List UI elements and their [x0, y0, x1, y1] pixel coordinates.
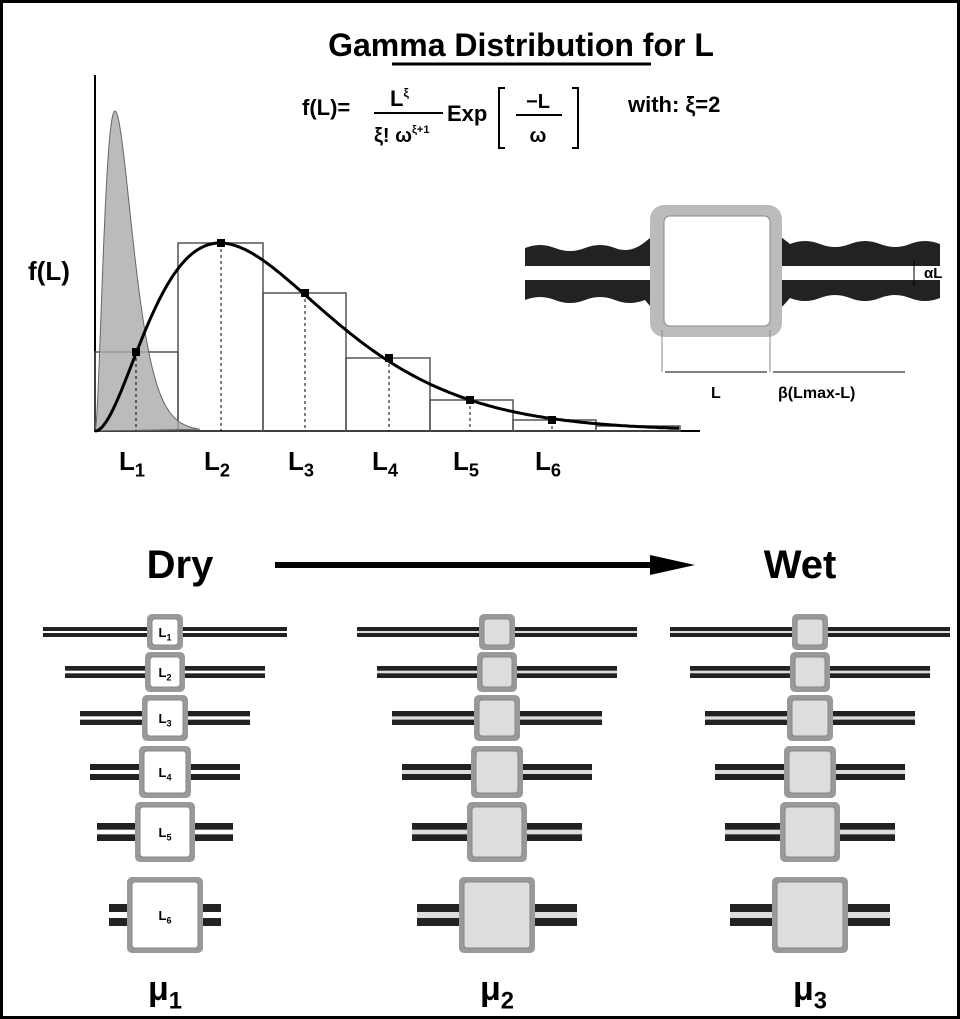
- column-label-base: μ: [480, 970, 501, 1008]
- formula-exp-den: ω: [530, 125, 547, 147]
- width-label: αL: [924, 265, 942, 282]
- pore-label-sub: 5: [166, 832, 171, 842]
- throat-label: β(Lmax-L): [778, 385, 855, 402]
- pore-body: [776, 881, 844, 949]
- curve-point: [548, 416, 556, 424]
- length-label: L: [711, 385, 721, 402]
- column-label-base: μ: [148, 970, 169, 1008]
- pore-body: [796, 618, 824, 646]
- pore-label: L5: [158, 825, 171, 842]
- x-label-base: L: [453, 446, 469, 476]
- x-label-base: L: [119, 446, 135, 476]
- x-label-base: L: [204, 446, 220, 476]
- column-label-sub: 1: [169, 988, 182, 1015]
- pore-body: [794, 656, 826, 688]
- x-label: L3: [288, 446, 314, 481]
- formula-exp: Exp: [447, 101, 487, 126]
- dry-label: Dry: [147, 543, 214, 587]
- brackets: [498, 87, 579, 149]
- x-label-sub: 1: [135, 461, 145, 481]
- column-label-sub: 3: [814, 988, 827, 1015]
- wet-label: Wet: [764, 543, 837, 587]
- x-label-sub: 4: [388, 461, 399, 481]
- pore-body: [149, 656, 181, 688]
- formula-lhs: f(L)=: [302, 95, 350, 120]
- pore-label-base: L: [158, 765, 166, 780]
- pore-body: [481, 656, 513, 688]
- column-label-sub: 2: [501, 988, 514, 1015]
- pore-label: L3: [158, 711, 171, 728]
- column-label: μ1: [148, 970, 182, 1015]
- pore-body: [471, 806, 523, 858]
- distribution-plot: f(L) L1 L2 L3 L4 L5 L6: [28, 75, 700, 481]
- pore-body: [784, 806, 836, 858]
- pore-body: [478, 699, 516, 737]
- x-label: L1: [119, 446, 145, 481]
- pore-label: L6: [158, 908, 171, 925]
- pore-label: L1: [158, 625, 171, 642]
- curve-point: [217, 239, 225, 247]
- x-label-base: L: [372, 446, 388, 476]
- arrow-head: [650, 555, 695, 575]
- pore-label-sub: 6: [166, 915, 171, 925]
- formula-exp-num: −L: [526, 91, 550, 113]
- pore-label-sub: 3: [166, 718, 171, 728]
- x-label: L5: [453, 446, 479, 481]
- pore-body: [151, 618, 179, 646]
- pore-body: [475, 750, 519, 794]
- formula-denominator: ξ! ωξ+1: [374, 124, 429, 147]
- pore-body: [139, 806, 191, 858]
- pore-label-sub: 2: [166, 672, 171, 682]
- formula-numerator: Lξ: [390, 86, 409, 111]
- curve-point: [301, 289, 309, 297]
- pore-body: [463, 881, 531, 949]
- x-label: L2: [204, 446, 230, 481]
- curve-point: [385, 354, 393, 362]
- column-label: μ3: [793, 970, 827, 1015]
- formula-num-sup: ξ: [403, 86, 409, 100]
- pore-body: [788, 750, 832, 794]
- formula-num-base: L: [390, 86, 403, 111]
- column-label-base: μ: [793, 970, 814, 1008]
- formula-den-base: ξ! ω: [374, 125, 412, 147]
- x-label-sub: 6: [551, 461, 561, 481]
- narrow-distribution: [94, 110, 201, 432]
- curve-point: [466, 396, 474, 404]
- pore-diagram: αL L β(Lmax-L): [525, 205, 942, 402]
- pore-body: [143, 750, 187, 794]
- pore-label-base: L: [158, 825, 166, 840]
- pore-label: L4: [158, 765, 172, 782]
- column-label: μ2: [480, 970, 514, 1015]
- pore-body: [146, 699, 184, 737]
- pore-label-sub: 4: [166, 772, 172, 782]
- x-label-sub: 5: [469, 461, 479, 481]
- pore-label-base: L: [158, 711, 166, 726]
- y-label: f(L): [28, 256, 70, 286]
- pore-body: [663, 215, 771, 327]
- x-label-sub: 2: [220, 461, 230, 481]
- title: Gamma Distribution for L: [328, 27, 714, 63]
- pore-body: [131, 881, 199, 949]
- x-label-base: L: [535, 446, 551, 476]
- pore-label-sub: 1: [166, 632, 171, 642]
- x-label-base: L: [288, 446, 304, 476]
- pore-label-base: L: [158, 908, 166, 923]
- pore-body: [791, 699, 829, 737]
- pore-label-base: L: [158, 665, 166, 680]
- x-label: L6: [535, 446, 561, 481]
- pore-label: L2: [158, 665, 171, 682]
- pore-label-base: L: [158, 625, 166, 640]
- curve-point: [132, 348, 140, 356]
- x-label: L4: [372, 446, 399, 481]
- formula: f(L)= Lξ ξ! ωξ+1 Exp −L ω with: ξ=2: [302, 86, 720, 149]
- formula-with: with: ξ=2: [627, 92, 720, 117]
- x-label-sub: 3: [304, 461, 314, 481]
- formula-den-sup: ξ+1: [412, 124, 429, 136]
- pore-body: [483, 618, 511, 646]
